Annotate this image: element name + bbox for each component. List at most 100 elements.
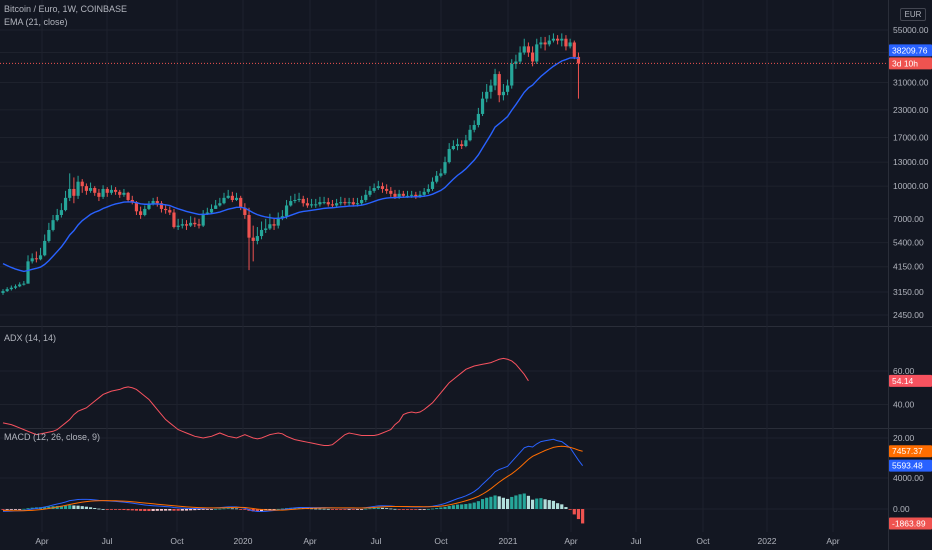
macd-hist-bar — [355, 509, 360, 510]
candle — [539, 36, 543, 49]
macd-hist-bar — [368, 508, 372, 510]
candle-body — [105, 188, 109, 193]
price-tick-label: 4150.00 — [893, 262, 924, 272]
macd-hist-bar — [451, 505, 455, 509]
macd-hist-bar — [418, 509, 422, 510]
candle — [143, 205, 147, 217]
signal-value-label-text: 7457.37 — [892, 446, 923, 456]
candle-body — [168, 210, 172, 213]
candle-body — [343, 202, 347, 204]
candle-body — [418, 194, 422, 197]
time-tick-label: Oct — [434, 536, 448, 546]
candle-body — [189, 222, 193, 226]
candle-body — [84, 186, 88, 191]
candle-body — [339, 202, 343, 204]
candle — [184, 220, 189, 230]
candle — [26, 255, 30, 284]
candle — [113, 187, 118, 195]
macd-hist-bar — [318, 508, 322, 510]
candle-body — [518, 52, 522, 62]
macd-hist-bar — [205, 509, 209, 510]
candle-body — [26, 261, 30, 284]
macd-hist-bar — [576, 509, 581, 520]
candle — [564, 35, 568, 51]
candle-body — [385, 188, 389, 191]
candle-body — [139, 211, 143, 215]
candle-body — [214, 205, 218, 209]
macd-hist-bar — [72, 505, 76, 509]
macd-hist-bar — [480, 499, 485, 509]
candle — [464, 134, 468, 148]
candle — [197, 218, 201, 229]
candle — [193, 217, 197, 228]
time-tick-label: 2020 — [234, 536, 253, 546]
candle-body — [13, 286, 18, 288]
candle-body — [180, 224, 184, 226]
macd-hist-bar — [493, 495, 497, 509]
candle — [422, 188, 426, 197]
price-axis: 55000.0043000.0031000.0023000.0017000.00… — [889, 25, 932, 530]
candle — [322, 196, 326, 205]
candle — [155, 196, 159, 207]
macd-hist-bar — [209, 509, 214, 510]
currency-button[interactable]: EUR — [900, 8, 926, 21]
macd-hist-bar — [393, 508, 397, 510]
macd-hist-bar — [547, 500, 551, 509]
candle — [426, 184, 430, 194]
macd-hist-bar — [376, 507, 380, 509]
macd-hist-bar — [435, 507, 439, 509]
macd-hist-bar — [405, 509, 410, 510]
candle-body — [501, 91, 505, 96]
candle — [68, 173, 72, 202]
macd-hist-bar — [243, 509, 247, 510]
macd-hist-bar — [351, 509, 355, 510]
candle — [222, 192, 226, 205]
candle-body — [143, 208, 147, 215]
candle — [118, 189, 122, 198]
candle — [535, 38, 539, 64]
candle — [389, 187, 393, 197]
macd-hist-bar — [268, 509, 272, 510]
candle-body — [34, 258, 38, 260]
candle — [501, 84, 505, 101]
time-tick-label: Apr — [35, 536, 48, 546]
last-price-label: 38209.76 — [889, 44, 932, 57]
candle-body — [405, 195, 410, 197]
candle — [22, 281, 26, 286]
candle-body — [93, 188, 97, 193]
candle-body — [535, 44, 539, 62]
candle-body — [318, 202, 322, 205]
macd-hist-bar — [5, 509, 9, 510]
candle — [168, 206, 172, 215]
candle — [84, 183, 88, 195]
time-axis: Apr Jul Oct 2020 Apr Jul Oct 2021 Apr Jul Oct 2022 A… — [35, 536, 839, 546]
macd-hist-bar — [13, 509, 18, 510]
candle — [439, 168, 443, 178]
candle-body — [393, 193, 397, 197]
candle-body — [113, 189, 118, 192]
candle — [230, 191, 234, 203]
candle — [109, 185, 114, 195]
candle — [297, 192, 301, 203]
macd-tick-label: 0.00 — [893, 504, 910, 514]
candle-body — [476, 113, 480, 125]
candle — [43, 234, 47, 257]
candle — [1, 289, 5, 295]
macd-hist-bar — [180, 509, 184, 511]
candle — [443, 156, 447, 175]
candle-body — [572, 42, 576, 57]
candle — [289, 195, 293, 207]
macd-hist-bar — [314, 508, 318, 510]
candle-body — [47, 229, 51, 241]
macd-hist-bar — [134, 509, 139, 511]
macd-hist-bar — [159, 509, 164, 511]
candle — [243, 203, 247, 219]
macd-hist-bar — [560, 504, 564, 509]
candle-body — [22, 283, 26, 285]
candle — [560, 33, 564, 47]
candle — [556, 35, 560, 45]
macd-hist-bar — [485, 497, 489, 509]
candle-body — [151, 201, 155, 205]
candle-body — [43, 240, 47, 256]
